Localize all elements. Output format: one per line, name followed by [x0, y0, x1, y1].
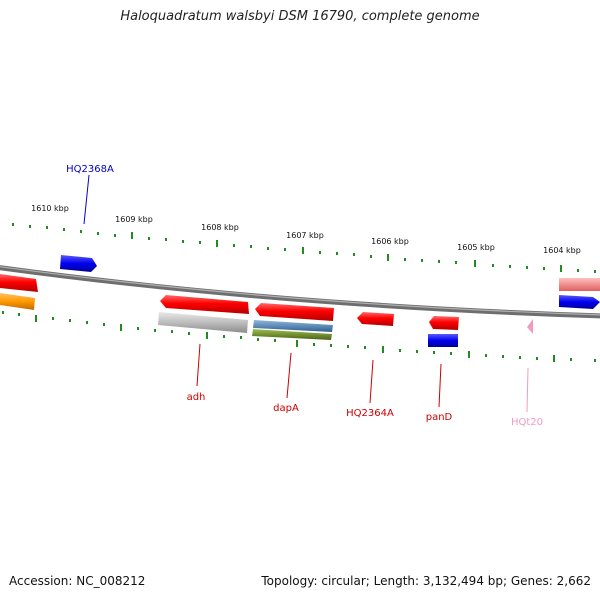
leader-HQ2368A — [83, 174, 90, 225]
gene-left-edge-red[interactable] — [0, 274, 38, 292]
gene-label-HQ2368A: HQ2368A — [66, 164, 114, 175]
ruler-label: 1609 kbp — [115, 215, 153, 224]
lower-tick-track — [2, 311, 596, 362]
genome-backbone-highlight — [0, 266, 600, 316]
feature-steel[interactable] — [253, 320, 333, 332]
feature-olive[interactable] — [252, 329, 332, 340]
leader-dapA — [286, 352, 292, 399]
accession-label: Accession: NC_008212 — [9, 574, 146, 588]
gene-HQ2364A[interactable] — [357, 312, 394, 326]
gene-label-panD: panD — [426, 412, 453, 423]
gene-label-HQ2364A: HQ2364A — [346, 408, 394, 419]
leader-HQt20 — [526, 367, 529, 413]
gene-right-edge-pink[interactable] — [559, 278, 600, 291]
gene-HQ2368A[interactable] — [60, 255, 97, 272]
map-title: Haloquadratum walsbyi DSM 16790, complet… — [120, 9, 480, 24]
gene-right-edge-blue[interactable] — [559, 295, 600, 309]
ruler-label: 1608 kbp — [201, 223, 239, 232]
ruler-label: 1604 kbp — [543, 246, 581, 255]
gene-panD-neighbor-blue[interactable] — [428, 334, 458, 347]
genome-summary: Topology: circular; Length: 3,132,494 bp… — [261, 574, 591, 588]
gene-adh[interactable] — [160, 295, 249, 314]
ruler-label: 1610 kbp — [31, 204, 69, 213]
ruler-label: 1607 kbp — [286, 231, 324, 240]
gene-left-edge-orange[interactable] — [0, 293, 35, 310]
leader-HQ2364A — [369, 359, 374, 404]
gene-label-HQt20: HQt20 — [511, 417, 543, 428]
gene-label-dapA: dapA — [273, 403, 299, 414]
genome-backbone — [0, 265, 600, 319]
feature-grey[interactable] — [158, 312, 248, 333]
gene-HQt20[interactable] — [527, 319, 533, 334]
leader-adh — [196, 343, 201, 387]
ruler-label: 1606 kbp — [371, 237, 409, 246]
upper-tick-track — [12, 223, 596, 273]
gene-panD[interactable] — [429, 316, 459, 330]
gene-dapA[interactable] — [255, 303, 334, 321]
leader-panD — [438, 363, 442, 408]
gene-label-adh: adh — [187, 392, 206, 403]
ruler-label: 1605 kbp — [457, 243, 495, 252]
